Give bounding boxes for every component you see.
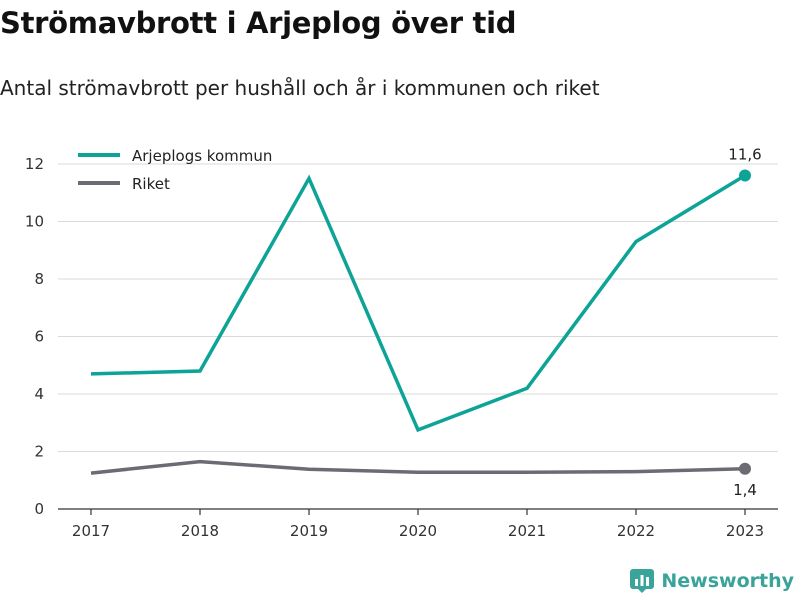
legend-label-riket: Riket — [132, 175, 170, 193]
legend-label-arjeplog: Arjeplogs kommun — [132, 147, 272, 165]
chart-title: Strömavbrott i Arjeplog över tid — [0, 6, 517, 40]
y-tick-label-0: 0 — [34, 500, 44, 518]
x-tick-label-2023: 2023 — [726, 522, 764, 540]
y-tick-label-10: 10 — [25, 213, 44, 231]
value-labels: 11,6 1,4 — [728, 146, 761, 499]
y-axis: 0 2 4 6 8 10 12 — [25, 155, 44, 518]
end-label-arjeplog: 11,6 — [728, 146, 761, 164]
series-end-point-0 — [739, 169, 751, 182]
x-tick-label-2021: 2021 — [508, 522, 546, 540]
x-tick-label-2019: 2019 — [290, 522, 328, 540]
series-end-point-1 — [739, 462, 751, 475]
series-line-0 — [90, 174, 746, 433]
x-tick-label-2020: 2020 — [399, 522, 437, 540]
x-tick-label-2018: 2018 — [181, 522, 219, 540]
y-tick-label-6: 6 — [34, 328, 44, 346]
x-tick-label-2017: 2017 — [72, 522, 110, 540]
gridlines — [58, 163, 778, 452]
legend: Arjeplogs kommun Riket — [78, 147, 272, 193]
newsworthy-logo-icon — [630, 569, 655, 593]
end-label-riket: 1,4 — [733, 481, 757, 499]
chart-subtitle: Antal strömavbrott per hushåll och år i … — [0, 76, 600, 100]
series-lines — [90, 169, 751, 475]
x-tick-label-2022: 2022 — [617, 522, 655, 540]
x-axis: 2017 2018 2019 2020 2021 2022 2023 — [58, 508, 778, 540]
y-tick-label-4: 4 — [34, 385, 44, 403]
y-tick-label-8: 8 — [34, 270, 44, 288]
newsworthy-brand: Newsworthy — [629, 568, 794, 594]
brand-name: Newsworthy — [661, 570, 794, 592]
y-tick-label-12: 12 — [25, 155, 44, 173]
series-line-1 — [90, 459, 746, 475]
y-tick-label-2: 2 — [34, 443, 44, 461]
